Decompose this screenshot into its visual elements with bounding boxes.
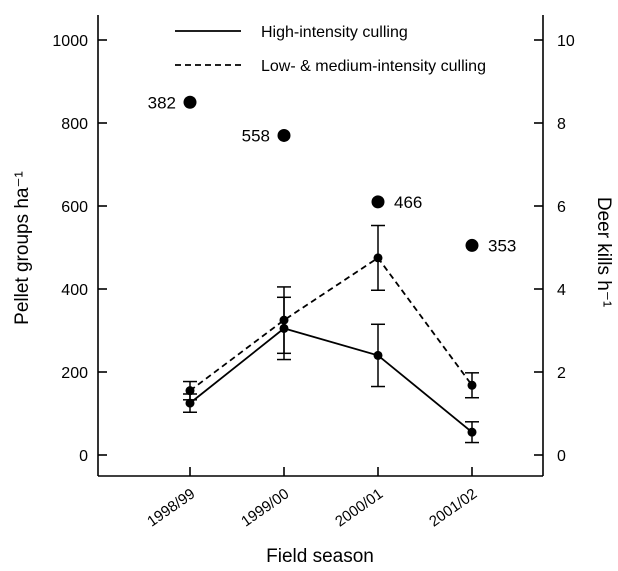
deer-kills-layer: 382 558 466 353 [148, 93, 517, 255]
deer-kill-point [183, 95, 197, 109]
deer-kill-label: 466 [394, 193, 422, 212]
series-layer [183, 224, 479, 444]
deer-kill-point [465, 238, 479, 252]
axes [97, 15, 544, 477]
legend: High-intensity culling Low- & medium-int… [175, 24, 486, 75]
series-low-medium-intensity [183, 224, 479, 401]
data-point [185, 398, 195, 408]
deer-kill-point [277, 128, 291, 142]
y-ticks-left: 0 200 400 600 800 1000 [52, 33, 107, 465]
data-point [467, 380, 477, 390]
deer-kill-label: 558 [242, 126, 270, 145]
data-point [467, 427, 477, 437]
y-axis-left-title: Pellet groups ha⁻¹ [12, 171, 33, 325]
data-point [279, 315, 289, 325]
y-tick-label-right: 4 [557, 282, 566, 299]
y-axis-right-title: Deer kills h⁻¹ [593, 197, 614, 307]
series-line [189, 327, 473, 433]
y-tick-label-left: 0 [79, 448, 88, 465]
data-point [185, 386, 195, 396]
y-tick-label-right: 2 [557, 365, 566, 382]
y-ticks-right: 0 2 4 6 8 10 [534, 33, 575, 465]
y-tick-label-left: 1000 [52, 33, 88, 50]
data-point [373, 253, 383, 263]
x-axis-title: Field season [266, 546, 374, 567]
y-tick-label-left: 200 [61, 365, 88, 382]
y-tick-label-right: 6 [557, 199, 566, 216]
deer-kill-point [371, 195, 385, 209]
y-tick-label-right: 0 [557, 448, 566, 465]
y-tick-label-left: 800 [61, 116, 88, 133]
y-tick-label-right: 10 [557, 33, 575, 50]
series-high-intensity [183, 296, 479, 444]
series-line [189, 256, 473, 392]
legend-label-low-medium: Low- & medium-intensity culling [261, 58, 486, 75]
deer-kill-label: 353 [488, 236, 516, 255]
deer-kill-label: 382 [148, 93, 176, 112]
legend-label-high: High-intensity culling [261, 24, 408, 41]
x-tick-label: 1998/99 [144, 485, 198, 530]
x-tick-label: 2001/02 [426, 485, 480, 530]
y-tick-label-left: 400 [61, 282, 88, 299]
data-point [373, 350, 383, 360]
y-tick-label-left: 600 [61, 199, 88, 216]
x-tick-label: 2000/01 [332, 485, 386, 530]
x-tick-label: 1999/00 [238, 485, 292, 530]
y-tick-label-right: 8 [557, 116, 566, 133]
